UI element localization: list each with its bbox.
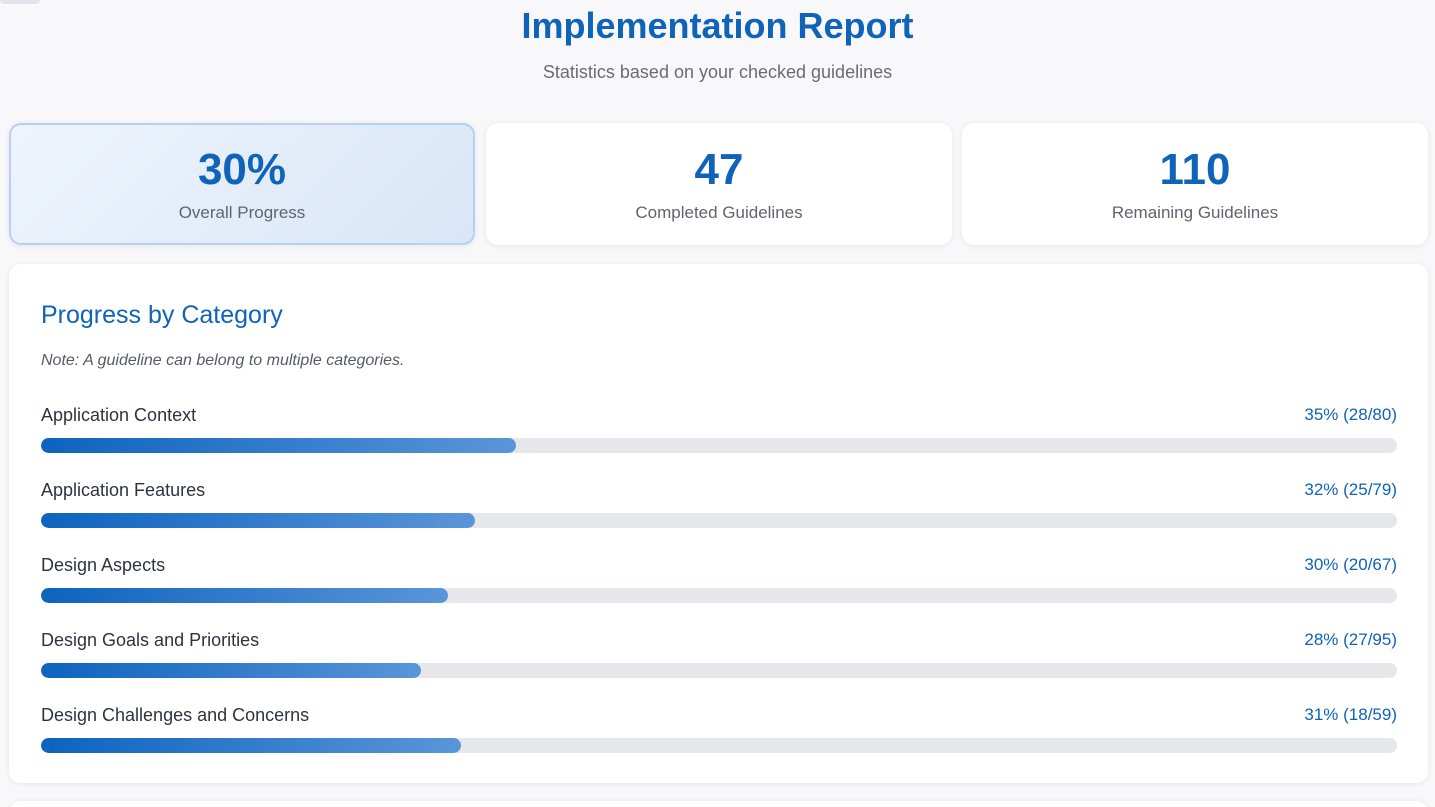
progress-track (41, 738, 1397, 753)
stat-value: 30% (197, 145, 287, 194)
category-row-application-context: Application Context 35% (28/80) (41, 403, 1397, 455)
stat-value: 110 (1159, 145, 1231, 194)
category-value: 35% (28/80) (1304, 405, 1397, 424)
stat-card-overall-progress: 30% Overall Progress (9, 123, 475, 245)
category-row-design-goals-and-priorities: Design Goals and Priorities 28% (27/95) (41, 628, 1397, 680)
stat-card-remaining-guidelines: 110 Remaining Guidelines (962, 123, 1428, 245)
stat-label: Remaining Guidelines (1111, 203, 1279, 222)
progress-fill (41, 588, 448, 603)
category-value: 28% (27/95) (1304, 630, 1397, 649)
category-label: Design Goals and Priorities (41, 630, 260, 650)
progress-track (41, 663, 1397, 678)
progress-track (41, 438, 1397, 453)
category-label: Design Challenges and Concerns (41, 705, 310, 725)
category-value: 30% (20/67) (1304, 555, 1397, 574)
category-row-design-challenges-and-concerns: Design Challenges and Concerns 31% (18/5… (41, 703, 1397, 755)
stat-card-completed-guidelines: 47 Completed Guidelines (486, 123, 952, 245)
progress-track (41, 513, 1397, 528)
category-row-design-aspects: Design Aspects 30% (20/67) (41, 553, 1397, 605)
category-note: Note: A guideline can belong to multiple… (41, 352, 405, 369)
category-row-application-features: Application Features 32% (25/79) (41, 478, 1397, 530)
category-label: Application Features (41, 480, 206, 500)
category-label: Design Aspects (41, 555, 166, 575)
next-section-card-edge (9, 801, 1428, 807)
category-value: 31% (18/59) (1304, 705, 1397, 724)
stat-label: Completed Guidelines (635, 203, 803, 222)
stat-label: Overall Progress (178, 203, 306, 222)
progress-fill (41, 663, 421, 678)
progress-track (41, 588, 1397, 603)
progress-fill (41, 738, 462, 753)
category-label: Application Context (41, 405, 197, 425)
progress-fill (41, 438, 516, 453)
page-subtitle: Statistics based on your checked guideli… (542, 62, 893, 82)
corner-decoration (0, 0, 40, 4)
page-title: Implementation Report (521, 5, 914, 46)
progress-by-category-card: Progress by Category Note: A guideline c… (9, 264, 1428, 783)
category-section-title: Progress by Category (41, 301, 283, 329)
stat-value: 47 (694, 145, 744, 194)
category-value: 32% (25/79) (1304, 480, 1397, 499)
progress-fill (41, 513, 475, 528)
